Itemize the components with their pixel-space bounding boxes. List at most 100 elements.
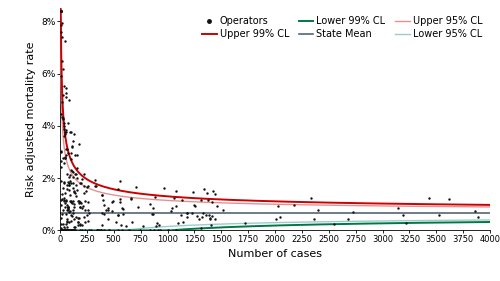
Point bbox=[72, 193, 80, 198]
Point bbox=[58, 197, 66, 201]
Point bbox=[104, 206, 112, 210]
Point bbox=[172, 189, 180, 193]
Point bbox=[64, 205, 72, 210]
Point bbox=[104, 208, 112, 212]
Point bbox=[64, 205, 72, 209]
Point bbox=[62, 228, 70, 233]
Point bbox=[62, 228, 70, 233]
Point bbox=[62, 91, 70, 96]
Point bbox=[58, 228, 66, 233]
Point bbox=[126, 197, 134, 201]
Point bbox=[78, 176, 86, 181]
Point bbox=[56, 8, 64, 13]
Point bbox=[62, 130, 70, 134]
Point bbox=[70, 132, 78, 136]
Point bbox=[71, 191, 79, 196]
Point bbox=[92, 228, 100, 233]
Point bbox=[68, 169, 76, 173]
Point bbox=[76, 222, 84, 227]
Point bbox=[190, 190, 198, 194]
Point bbox=[98, 192, 106, 197]
Point bbox=[57, 228, 65, 233]
Point bbox=[68, 144, 76, 149]
Point bbox=[58, 228, 66, 233]
Point bbox=[114, 213, 122, 218]
Point bbox=[68, 228, 76, 233]
Point bbox=[182, 210, 190, 215]
Point bbox=[65, 180, 73, 185]
Point bbox=[84, 200, 92, 205]
Point bbox=[81, 207, 89, 212]
Point bbox=[63, 217, 71, 221]
Point bbox=[96, 227, 104, 232]
Point bbox=[62, 128, 70, 133]
Point bbox=[190, 203, 198, 207]
Point bbox=[60, 201, 68, 205]
Point bbox=[63, 187, 71, 192]
Point bbox=[70, 210, 78, 215]
Point bbox=[154, 228, 162, 233]
Point bbox=[59, 93, 67, 97]
Point bbox=[64, 208, 72, 212]
Point bbox=[66, 130, 74, 134]
Point bbox=[62, 155, 70, 160]
Point bbox=[191, 204, 199, 208]
Point bbox=[69, 186, 77, 190]
Point bbox=[57, 228, 65, 233]
Point bbox=[68, 228, 76, 233]
Point bbox=[56, 228, 64, 233]
Point bbox=[59, 228, 67, 233]
Point bbox=[68, 139, 76, 143]
Point bbox=[56, 8, 64, 13]
Point bbox=[62, 95, 70, 99]
Point bbox=[76, 205, 84, 210]
Point bbox=[62, 198, 70, 203]
Point bbox=[58, 228, 66, 233]
Point bbox=[66, 173, 74, 177]
Point bbox=[81, 199, 89, 203]
Point bbox=[58, 228, 66, 233]
Point bbox=[65, 98, 73, 102]
Point bbox=[66, 150, 74, 155]
Point bbox=[64, 151, 72, 155]
Point bbox=[152, 224, 160, 228]
Point bbox=[60, 133, 68, 138]
Point bbox=[58, 192, 66, 197]
Point bbox=[64, 228, 72, 233]
Point bbox=[80, 190, 88, 195]
Point bbox=[58, 203, 66, 207]
Point bbox=[177, 213, 185, 217]
Point bbox=[66, 183, 74, 188]
Point bbox=[66, 228, 74, 233]
Point bbox=[65, 228, 73, 233]
Point bbox=[199, 211, 207, 215]
Point bbox=[60, 228, 68, 233]
Point bbox=[102, 208, 110, 213]
Point bbox=[209, 189, 217, 194]
Point bbox=[70, 205, 78, 209]
Point bbox=[58, 186, 66, 191]
Point bbox=[62, 228, 70, 233]
Point bbox=[78, 228, 86, 233]
Point bbox=[76, 228, 84, 233]
Point bbox=[62, 228, 70, 233]
Point bbox=[116, 200, 124, 204]
Point bbox=[112, 219, 120, 224]
Point bbox=[60, 121, 68, 125]
Point bbox=[240, 220, 248, 225]
Point bbox=[64, 228, 72, 233]
Point bbox=[203, 191, 211, 195]
Point bbox=[63, 147, 71, 151]
Point bbox=[98, 193, 106, 198]
X-axis label: Number of cases: Number of cases bbox=[228, 249, 322, 259]
Point bbox=[62, 228, 70, 233]
Point bbox=[183, 215, 191, 219]
Point bbox=[64, 228, 72, 233]
Point bbox=[69, 228, 77, 233]
Point bbox=[76, 205, 84, 209]
Point bbox=[108, 209, 116, 214]
Point bbox=[58, 228, 66, 233]
Point bbox=[100, 228, 108, 233]
Point bbox=[58, 228, 66, 233]
Point bbox=[62, 228, 70, 233]
